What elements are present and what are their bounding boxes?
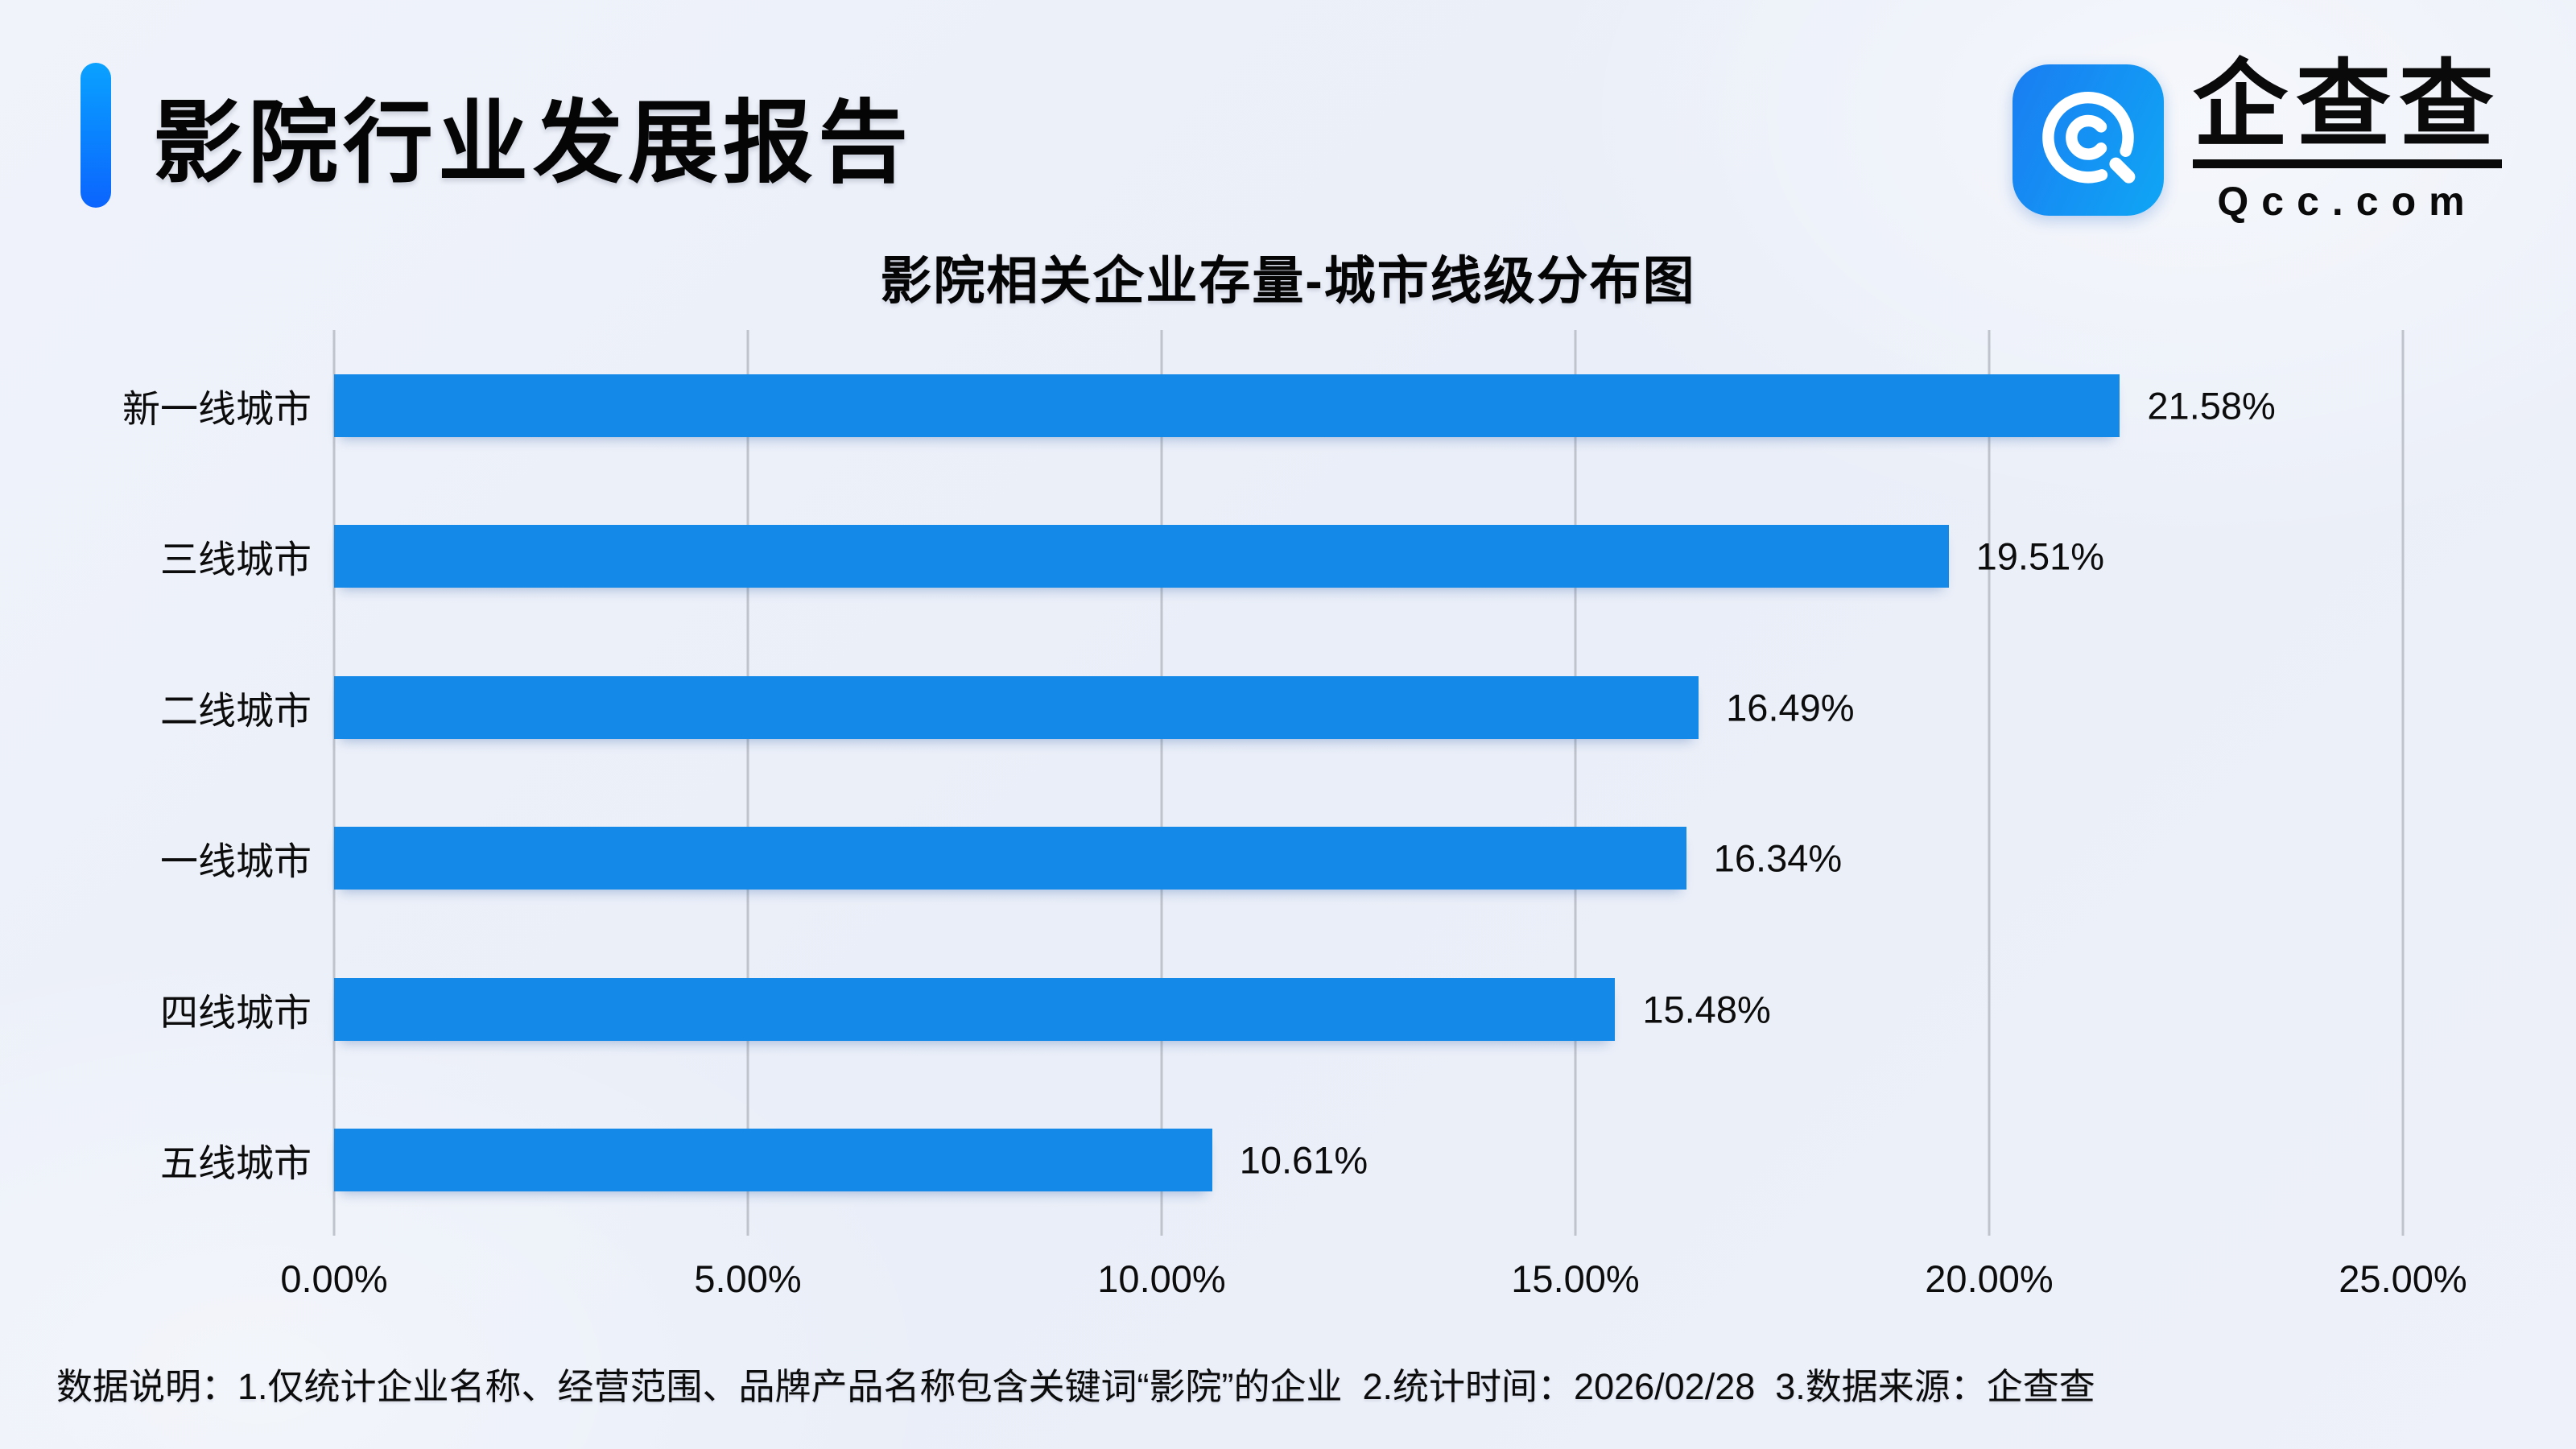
gridline (746, 330, 749, 1236)
gridline (1988, 330, 1991, 1236)
bar (334, 525, 1949, 588)
header-accent-bar (80, 63, 111, 208)
chart-plot: 0.00% 5.00% 10.00% 15.00% 20.00% 25.00% 新一线城市 2… (122, 330, 2467, 1300)
bar-row: 一线城市 16.34% (160, 783, 2403, 935)
value-label: 21.58% (2147, 384, 2276, 427)
qcc-logo: 企查查 Qcc.com (2012, 56, 2502, 225)
category-label: 三线城市 (160, 538, 312, 581)
gridline (1160, 330, 1163, 1236)
logo-brand-text: 企查查 (2192, 56, 2502, 168)
report-title: 影院行业发展报告 (153, 93, 913, 193)
gridline (2401, 330, 2405, 1236)
bar (334, 1129, 1212, 1192)
bar (334, 675, 1699, 739)
category-label: 五线城市 (160, 1141, 312, 1185)
x-axis-tick-label: 15.00% (1511, 1257, 1640, 1300)
x-axis-tick-label: 20.00% (1925, 1257, 2054, 1300)
bar-row: 五线城市 10.61% (160, 1085, 2403, 1236)
gridline (1574, 330, 1577, 1236)
value-label: 16.49% (1726, 686, 1855, 729)
bar-row: 二线城市 16.49% (160, 632, 2403, 783)
magnifier-q-icon (2042, 92, 2136, 184)
x-axis-tick-label: 10.00% (1097, 1257, 1226, 1300)
data-footnote: 数据说明：1.仅统计企业名称、经营范围、品牌产品名称包含关键词“影院”的企业 2… (56, 1366, 2095, 1407)
value-label: 15.48% (1642, 988, 1771, 1031)
category-label: 新一线城市 (122, 387, 312, 431)
qcc-logo-icon (2012, 64, 2164, 217)
gridline (332, 330, 336, 1236)
bar-row: 四线城市 15.48% (160, 934, 2403, 1085)
bar (334, 374, 2120, 437)
logo-text-block: 企查查 Qcc.com (2192, 56, 2502, 225)
chart-title: 影院相关企业存量-城市线级分布图 (880, 252, 1696, 310)
value-label: 10.61% (1239, 1138, 1368, 1182)
bar-row: 三线城市 19.51% (160, 481, 2403, 633)
category-label: 一线城市 (160, 840, 312, 883)
bar (334, 977, 1616, 1041)
category-label: 四线城市 (160, 991, 312, 1034)
value-label: 16.34% (1713, 836, 1843, 880)
x-axis-tick-label: 5.00% (694, 1257, 802, 1300)
category-label: 二线城市 (160, 689, 312, 733)
value-label: 19.51% (1975, 535, 2105, 578)
x-axis-tick-label: 0.00% (280, 1257, 388, 1300)
logo-domain-text: Qcc.com (2217, 178, 2478, 224)
x-axis-tick-label: 25.00% (2339, 1257, 2467, 1300)
report-header: 影院行业发展报告 (80, 63, 913, 208)
bar-row: 新一线城市 21.58% (122, 330, 2403, 481)
bar (334, 827, 1686, 890)
